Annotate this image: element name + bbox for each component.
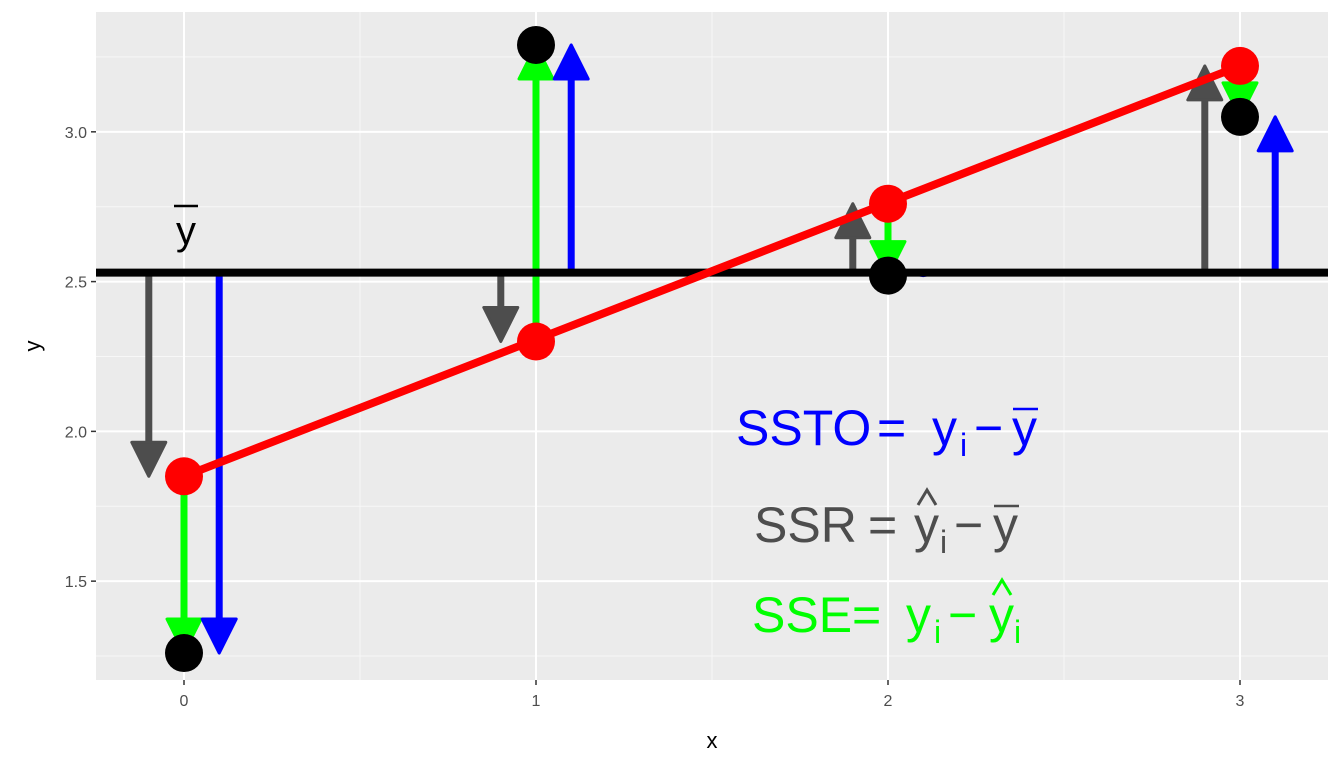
points	[165, 25, 1259, 673]
svg-text:−: −	[954, 497, 983, 553]
ssto-annotation: SSTO = y i − y	[736, 400, 1038, 463]
svg-text:i: i	[1014, 614, 1021, 650]
mean-label: y	[174, 204, 198, 253]
svg-text:=: =	[852, 587, 881, 643]
fitted-point	[165, 457, 203, 496]
svg-text:i: i	[940, 524, 947, 560]
svg-text:i: i	[934, 614, 941, 650]
y-tick-label: 2.5	[65, 275, 87, 292]
y-axis-ticks: 1.5 2.0 2.5 3.0	[65, 125, 96, 591]
svg-text:−: −	[948, 587, 977, 643]
deviation-arrows	[130, 43, 1294, 655]
svg-text:SSE: SSE	[752, 587, 852, 643]
sse-annotation: SSE = y i − y i	[752, 577, 1021, 650]
y-axis-title: y	[20, 341, 45, 352]
ssto-arrow-head	[200, 617, 238, 655]
x-axis-ticks: 0 1 2 3	[180, 680, 1245, 710]
svg-text:=: =	[877, 400, 906, 456]
x-tick-label: 0	[180, 693, 189, 710]
observed-point	[165, 634, 203, 673]
sse-hat	[991, 577, 1013, 596]
observed-point	[1221, 97, 1259, 136]
svg-text:SSR: SSR	[754, 497, 857, 553]
svg-text:i: i	[960, 427, 967, 463]
y-tick-label: 3.0	[65, 125, 87, 142]
svg-text:y: y	[906, 587, 931, 643]
svg-text:y: y	[932, 400, 957, 456]
regression-line-stroke	[180, 61, 1244, 481]
ssto-arrow	[1256, 115, 1294, 273]
fitted-point	[869, 184, 907, 223]
ssr-arrow-head	[482, 306, 520, 344]
x-tick-label: 1	[532, 693, 541, 710]
fitted-point	[517, 322, 555, 361]
regression-line	[180, 61, 1244, 481]
svg-text:SSTO: SSTO	[736, 400, 871, 456]
svg-text:y: y	[176, 209, 196, 253]
ssr-arrow-head	[130, 440, 168, 478]
x-tick-label: 3	[1236, 693, 1245, 710]
ssto-arrow-head	[552, 43, 590, 81]
ssto-arrow	[552, 43, 590, 273]
svg-text:−: −	[974, 400, 1003, 456]
svg-text:y: y	[989, 587, 1014, 643]
ssr-arrow	[130, 272, 168, 478]
y-tick-label: 1.5	[65, 574, 87, 591]
svg-text:=: =	[868, 497, 897, 553]
x-tick-label: 2	[884, 693, 893, 710]
y-tick-label: 2.0	[65, 424, 87, 441]
ssr-annotation: SSR = y i − y	[754, 487, 1019, 560]
fitted-point	[1221, 46, 1259, 85]
ssto-arrow-head	[1256, 115, 1294, 153]
ssto-arrow	[200, 272, 238, 655]
ssr-arrow	[482, 272, 520, 344]
ssr-hat	[916, 487, 938, 506]
observed-point	[869, 256, 907, 295]
svg-text:y: y	[914, 497, 939, 553]
observed-point	[517, 25, 555, 64]
grid-minor	[96, 12, 1328, 680]
x-axis-title: x	[707, 728, 718, 753]
